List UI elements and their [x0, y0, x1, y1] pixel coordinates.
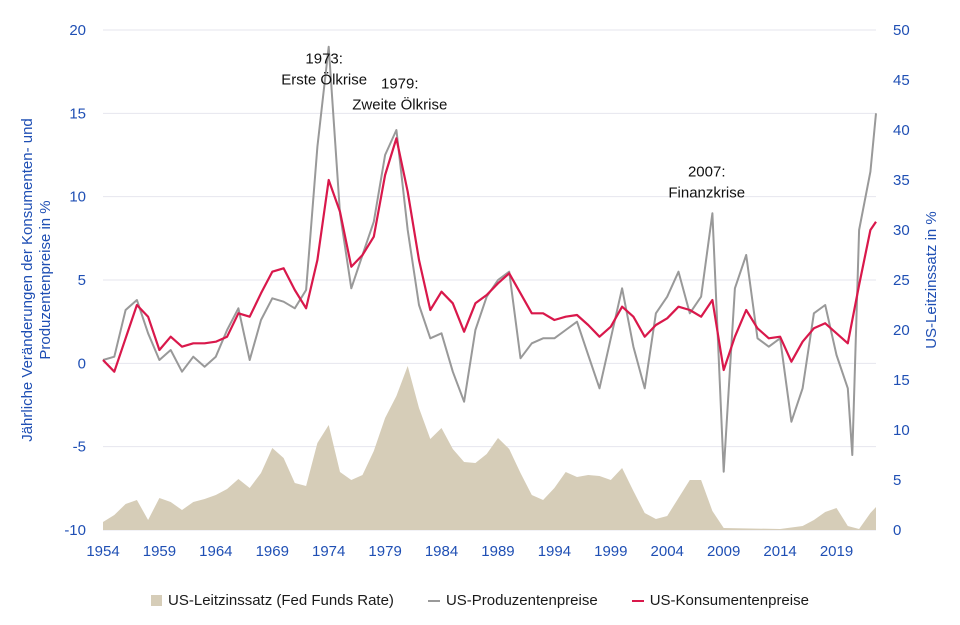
right-tick-label: 30 — [893, 222, 910, 239]
left-tick-label: -10 — [64, 522, 86, 539]
annotation-text: Finanzkrise — [668, 185, 745, 202]
price-lines-layer — [102, 45, 877, 473]
fed-funds-area-layer — [103, 366, 876, 530]
right-tick-label: 35 — [893, 172, 910, 189]
x-tick-label: 2009 — [707, 543, 740, 560]
axis-titles: Jährliche Veränderungen der Konsumenten-… — [19, 118, 940, 442]
series-line-us-produzentenpreise — [102, 45, 877, 473]
left-tick-label: -5 — [73, 439, 86, 456]
gridlines — [103, 29, 876, 531]
x-axis-ticks: 1954 1959 1964 1969 1974 1979 1984 1989 1994 1999… — [86, 543, 853, 560]
x-tick-label: 1989 — [481, 543, 514, 560]
right-tick-label: 5 — [893, 472, 901, 489]
legend: US-Leitzinssatz (Fed Funds Rate) US-Prod… — [0, 592, 960, 609]
annotations: 1973: Erste Ölkrise 1979: Zweite Ölkrise 200… — [281, 50, 745, 201]
right-tick-label: 40 — [893, 122, 910, 139]
annotation-text: 1973: — [305, 50, 343, 67]
right-tick-label: 50 — [893, 22, 910, 39]
right-tick-label: 45 — [893, 72, 910, 89]
x-tick-label: 1959 — [143, 543, 176, 560]
annotation-text: Erste Ölkrise — [281, 70, 367, 88]
right-tick-label: 0 — [893, 522, 901, 539]
right-tick-label: 25 — [893, 272, 910, 289]
legend-label-ppi: US-Produzentenpreise — [445, 592, 598, 609]
left-tick-label: 10 — [69, 189, 86, 206]
x-tick-label: 1964 — [199, 543, 232, 560]
legend-item-fed-funds: US-Leitzinssatz (Fed Funds Rate) — [151, 592, 394, 609]
x-tick-label: 1954 — [86, 543, 119, 560]
x-tick-label: 1999 — [594, 543, 627, 560]
right-tick-label: 10 — [893, 422, 910, 439]
legend-label-fed-funds: US-Leitzinssatz (Fed Funds Rate) — [168, 592, 394, 609]
x-tick-label: 2019 — [820, 543, 853, 560]
legend-item-cpi: US-Konsumentenpreise — [631, 592, 809, 609]
x-tick-label: 2004 — [651, 543, 684, 560]
x-tick-label: 1984 — [425, 543, 458, 560]
series-line-us-konsumentenpreise — [102, 137, 877, 373]
legend-label-cpi: US-Konsumentenpreise — [649, 592, 809, 609]
left-tick-label: 20 — [69, 22, 86, 39]
x-tick-label: 1979 — [368, 543, 401, 560]
annotation-text: Zweite Ölkrise — [352, 95, 447, 113]
left-axis-ticks: -10 -5 0 5 10 15 20 — [64, 22, 86, 539]
right-tick-label: 20 — [893, 322, 910, 339]
legend-swatch-cpi — [631, 599, 644, 602]
legend-item-ppi: US-Produzentenpreise — [427, 592, 598, 609]
x-tick-label: 1994 — [538, 543, 571, 560]
left-axis-title: Jährliche Veränderungen der Konsumenten-… — [19, 118, 54, 442]
left-tick-label: 5 — [78, 272, 86, 289]
left-tick-label: 0 — [78, 355, 86, 372]
legend-swatch-ppi — [427, 599, 440, 602]
annotation-text: 2007: — [688, 164, 726, 181]
x-tick-label: 1969 — [256, 543, 289, 560]
annotation-text: 1979: — [381, 75, 419, 92]
right-axis-title: US-Leitzinssatz in % — [923, 211, 940, 349]
series-area-us-leitzinssatz-fed-funds-rate — [103, 366, 876, 530]
x-tick-label: 2014 — [763, 543, 796, 560]
right-axis-ticks: 0 5 10 15 20 25 30 35 40 45 50 — [893, 22, 910, 539]
x-tick-label: 1974 — [312, 543, 345, 560]
right-tick-label: 15 — [893, 372, 910, 389]
legend-swatch-fed-funds — [151, 595, 163, 606]
left-tick-label: 15 — [69, 105, 86, 122]
